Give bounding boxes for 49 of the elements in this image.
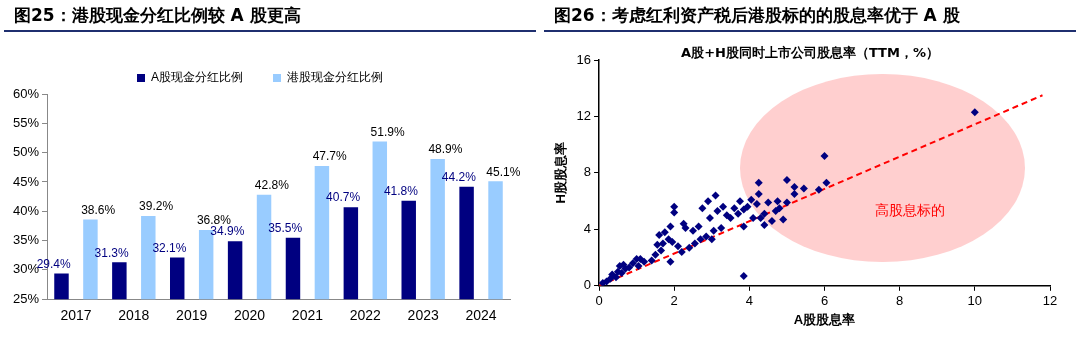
legend-label: A股现金分红比例 bbox=[151, 70, 244, 85]
x-tick-label: 2020 bbox=[234, 307, 266, 324]
data-label: 44.2% bbox=[441, 169, 477, 184]
y-tick-label: 12 bbox=[576, 108, 592, 124]
legend-label: 港股现金分红比例 bbox=[287, 70, 383, 85]
y-tick-label: 35% bbox=[12, 232, 40, 248]
y-tick-label: 16 bbox=[576, 51, 592, 67]
data-label: 35.5% bbox=[268, 220, 303, 235]
x-tick-label: 8 bbox=[896, 293, 904, 309]
data-label: 32.1% bbox=[152, 240, 187, 255]
x-tick-label: 2023 bbox=[407, 307, 439, 324]
y-tick-label: 0 bbox=[583, 277, 592, 293]
data-label: 45.1% bbox=[486, 164, 521, 179]
x-tick-label: 2018 bbox=[118, 307, 150, 324]
data-label: 39.2% bbox=[139, 199, 174, 214]
data-label: 48.9% bbox=[428, 142, 463, 157]
x-tick-label: 2021 bbox=[291, 307, 324, 324]
x-tick-label: 2 bbox=[670, 293, 678, 309]
y-tick-label: 50% bbox=[12, 144, 40, 160]
data-label: 31.3% bbox=[94, 245, 129, 260]
x-tick-label: 2022 bbox=[349, 307, 382, 324]
data-label: 40.7% bbox=[326, 190, 361, 205]
y-tick-label: 25% bbox=[12, 290, 40, 306]
x-tick-label: 2019 bbox=[176, 307, 208, 324]
data-label: 34.9% bbox=[210, 224, 245, 239]
data-label: 42.8% bbox=[254, 178, 290, 193]
annotation: 高股息标的 bbox=[875, 201, 946, 218]
y-tick-label: 40% bbox=[12, 202, 40, 218]
x-tick-label: 6 bbox=[820, 293, 829, 309]
y-tick-label: 60% bbox=[12, 85, 40, 101]
y-tick-label: 55% bbox=[12, 114, 40, 130]
data-label: 47.7% bbox=[312, 149, 348, 164]
data-label: 38.6% bbox=[81, 202, 116, 217]
x-tick-label: 2017 bbox=[60, 307, 92, 324]
data-label: 41.8% bbox=[383, 184, 419, 199]
y-tick-label: 45% bbox=[12, 173, 40, 189]
chart-title: 图26：考虑红利资产税后港股标的的股息率优于 A 股 bbox=[544, 0, 1076, 32]
data-label: 51.9% bbox=[370, 124, 405, 139]
x-tick-label: 10 bbox=[967, 293, 983, 309]
x-axis-title: A股股息率 bbox=[793, 311, 856, 327]
y-tick-label: 8 bbox=[583, 164, 592, 180]
chart-subtitle: A股+H股同时上市公司股息率（TTM，%） bbox=[681, 45, 939, 60]
y-tick-label: 4 bbox=[583, 220, 592, 236]
x-tick-label: 12 bbox=[1042, 293, 1058, 309]
y-axis-title: H股股息率 bbox=[553, 142, 569, 204]
x-tick-label: 4 bbox=[745, 293, 753, 309]
chart-title: 图25：港股现金分红比例较 A 股更高 bbox=[4, 0, 536, 32]
x-tick-label: 2024 bbox=[465, 307, 497, 324]
x-tick-label: 0 bbox=[595, 293, 603, 309]
